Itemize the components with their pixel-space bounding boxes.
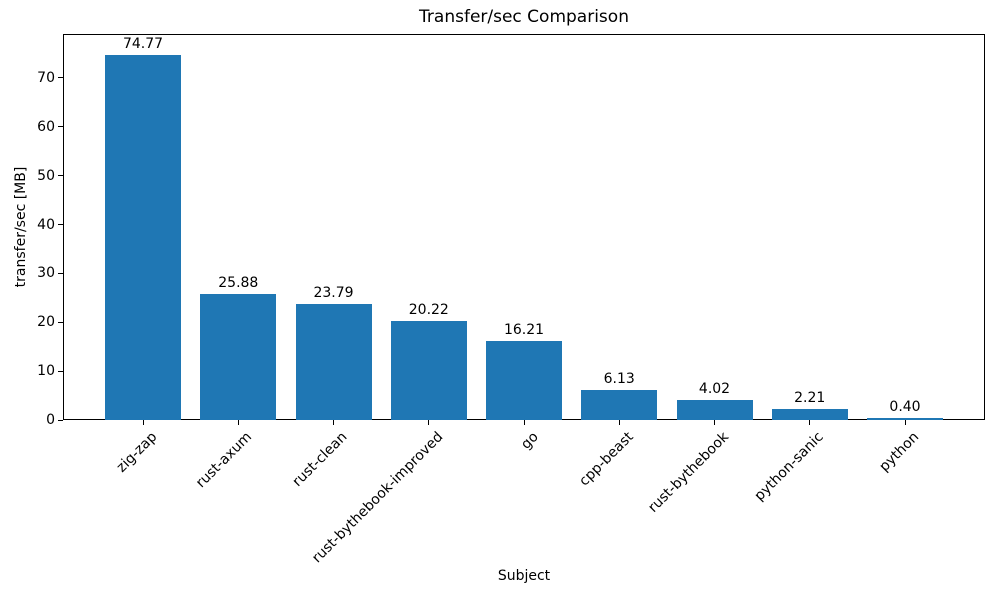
- bar-value-label: 25.88: [218, 274, 259, 291]
- y-tick-label: 0: [46, 412, 55, 428]
- bar-rust-clean: [295, 303, 372, 420]
- bar-zig-zap: [105, 54, 181, 420]
- y-tick-label: 40: [37, 216, 55, 233]
- x-tick-label: python-sanic: [751, 429, 828, 505]
- x-tick-label: python: [876, 429, 923, 475]
- bar-python: [867, 418, 943, 420]
- x-tick-mark: [904, 420, 906, 425]
- x-tick-mark: [523, 420, 525, 425]
- x-axis-label: Subject: [497, 568, 551, 584]
- x-tick-mark: [142, 420, 144, 425]
- x-tick-mark: [428, 420, 430, 425]
- x-tick-mark: [618, 420, 620, 425]
- bar-value-label: 2.21: [794, 390, 826, 407]
- y-tick-mark: [58, 321, 63, 323]
- bar-cpp-beast: [581, 390, 658, 420]
- y-tick-mark: [58, 224, 63, 226]
- bar-python-sanic: [771, 409, 848, 420]
- bar-rust-axum: [200, 293, 277, 420]
- y-tick-label: 20: [37, 314, 55, 331]
- x-tick-label: go: [517, 429, 542, 453]
- y-tick-label: 10: [37, 363, 55, 380]
- bar-value-label: 16.21: [503, 321, 545, 338]
- x-tick-label: cpp-beast: [576, 429, 637, 490]
- bar-value-label: 74.77: [122, 35, 164, 52]
- x-tick-label: rust-clean: [289, 429, 351, 490]
- bar-go: [486, 340, 562, 420]
- y-tick-label: 30: [37, 265, 55, 282]
- bar-rust-bythebook: [676, 400, 753, 420]
- x-tick-label: rust-axum: [193, 429, 256, 492]
- chart-title: Transfer/sec Comparison: [419, 7, 629, 27]
- y-tick-mark: [58, 370, 63, 372]
- y-tick-mark: [58, 77, 63, 79]
- y-tick-label: 50: [37, 167, 55, 184]
- bar-value-label: 23.79: [313, 284, 354, 301]
- y-tick-mark: [58, 419, 63, 421]
- bar-value-label: 20.22: [408, 302, 449, 319]
- x-tick-label: zig-zap: [113, 429, 161, 476]
- y-tick-mark: [58, 175, 63, 177]
- y-tick-label: 70: [37, 69, 55, 86]
- x-tick-mark: [333, 420, 334, 425]
- x-tick-mark: [714, 420, 715, 425]
- x-tick-mark: [809, 420, 811, 425]
- y-tick-mark: [58, 126, 63, 128]
- y-tick-label: 60: [37, 118, 55, 135]
- bar-value-label: 0.40: [889, 399, 921, 415]
- bar-value-label: 6.13: [603, 371, 635, 387]
- bar-rust-bythebook-improved: [390, 321, 467, 420]
- bar-value-label: 4.02: [698, 381, 731, 398]
- x-tick-label: rust-bythebook: [645, 429, 732, 516]
- x-tick-mark: [237, 420, 239, 425]
- y-tick-mark: [58, 272, 63, 274]
